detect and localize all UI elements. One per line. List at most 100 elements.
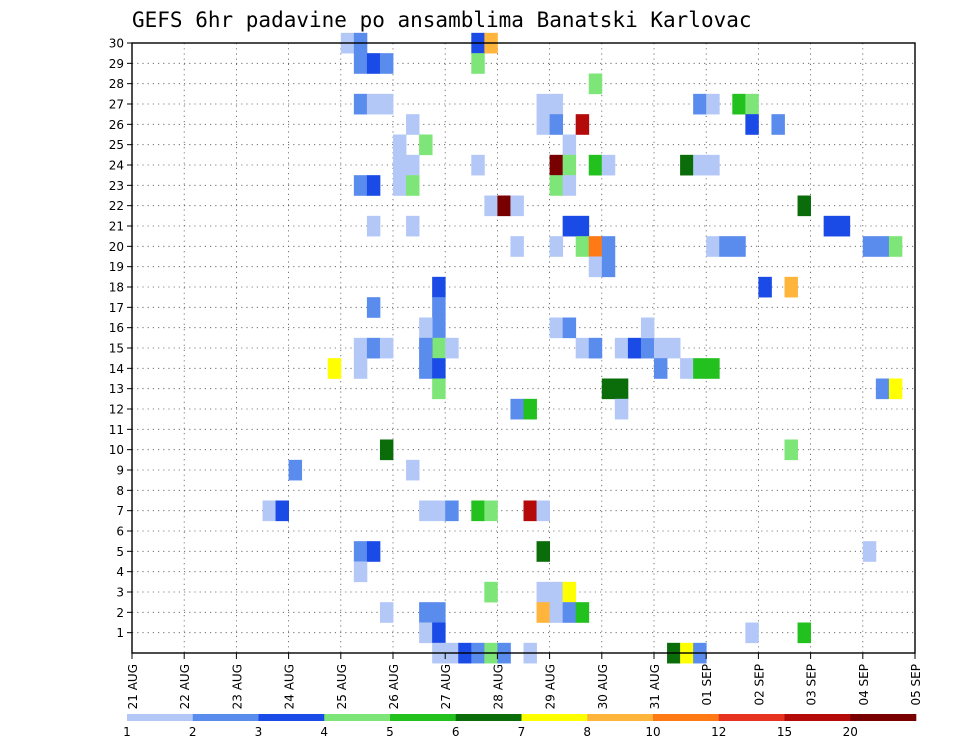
- precip-cell: [366, 337, 381, 359]
- x-tick-label: 02 SEP: [752, 664, 766, 706]
- colorbar-label: 1: [123, 725, 131, 739]
- colorbar-swatch: [455, 714, 522, 721]
- y-tick-label: 29: [109, 57, 124, 71]
- colorbar-swatch: [127, 714, 194, 721]
- precip-cell: [366, 53, 381, 74]
- precip-cell: [432, 337, 446, 359]
- precip-cell: [510, 195, 524, 217]
- colorbar-label: 20: [843, 725, 858, 739]
- precip-cell: [614, 337, 629, 359]
- y-tick-label: 23: [109, 179, 124, 193]
- precip-cell: [745, 93, 759, 115]
- precip-cell: [471, 154, 485, 176]
- precip-cell: [536, 500, 550, 522]
- precip-cell: [536, 602, 550, 623]
- y-tick-label: 9: [116, 464, 124, 478]
- precip-cell: [366, 93, 381, 115]
- precip-cell: [432, 297, 446, 318]
- x-tick-label: 23 AUG: [230, 664, 244, 709]
- precip-cell: [536, 581, 550, 603]
- y-tick-label: 20: [109, 240, 124, 254]
- precip-cell: [732, 93, 746, 115]
- precip-cell: [471, 53, 485, 74]
- precip-cell: [366, 541, 381, 562]
- precip-cell: [275, 500, 289, 522]
- precip-cell: [523, 398, 537, 420]
- precip-cell: [262, 500, 276, 522]
- precip-cell: [771, 114, 785, 135]
- precip-cell: [667, 337, 681, 359]
- precip-cell: [353, 561, 368, 583]
- precip-cell: [588, 154, 603, 176]
- x-tick-label: 29 AUG: [544, 664, 558, 709]
- precip-cell: [419, 134, 433, 156]
- precip-cell: [353, 175, 368, 196]
- y-tick-label: 21: [109, 220, 124, 234]
- precip-cell: [745, 114, 759, 135]
- precip-cell: [406, 215, 420, 237]
- precip-cell: [875, 236, 890, 257]
- precip-cell: [523, 500, 537, 522]
- precip-cell: [693, 93, 707, 115]
- precip-cell: [353, 337, 368, 359]
- precip-cell: [432, 317, 446, 339]
- precip-cell: [601, 256, 616, 278]
- y-tick-label: 1: [116, 626, 124, 640]
- precip-cell: [353, 93, 368, 115]
- colorbar-label: 6: [452, 725, 460, 739]
- precip-cell: [888, 236, 903, 257]
- precip-cell: [484, 195, 498, 217]
- precip-cell: [379, 93, 394, 115]
- precip-cell: [536, 541, 550, 562]
- y-tick-label: 10: [109, 443, 124, 457]
- precip-cell: [797, 195, 811, 217]
- precip-cell: [549, 581, 564, 603]
- x-tick-label: 30 AUG: [596, 664, 610, 709]
- y-tick-label: 13: [109, 382, 124, 396]
- precip-cell: [510, 236, 524, 257]
- precip-cell: [640, 317, 655, 339]
- precip-cell: [614, 378, 629, 400]
- precip-cell: [327, 358, 342, 379]
- precip-cell: [445, 500, 459, 522]
- precip-cell: [549, 236, 564, 257]
- y-tick-label: 15: [109, 342, 124, 356]
- x-tick-label: 04 SEP: [857, 664, 871, 706]
- precip-cell: [536, 93, 550, 115]
- colorbar-swatch: [718, 714, 785, 721]
- precip-cell: [432, 378, 446, 400]
- precip-cell: [693, 358, 707, 379]
- precip-cell: [549, 154, 564, 176]
- plot-frame: [131, 42, 916, 654]
- y-tick-label: 24: [109, 159, 124, 173]
- precip-cell: [432, 602, 446, 623]
- y-tick-label: 12: [109, 403, 124, 417]
- precip-cell: [575, 114, 590, 135]
- precip-cell: [575, 236, 590, 257]
- precip-cell: [353, 358, 368, 379]
- x-tick-label: 22 AUG: [178, 664, 192, 709]
- precip-cell: [823, 215, 838, 237]
- precip-cell: [575, 602, 590, 623]
- colorbar-swatch: [324, 714, 391, 721]
- precip-cell: [536, 114, 550, 135]
- precip-cell: [419, 358, 433, 379]
- colorbar-label: 12: [711, 725, 726, 739]
- precip-cell: [640, 337, 655, 359]
- colorbar-label: 8: [583, 725, 591, 739]
- grid: [132, 43, 915, 653]
- precip-cell: [562, 215, 577, 237]
- y-tick-label: 4: [116, 565, 124, 579]
- colorbar-swatch: [192, 714, 259, 721]
- colorbar-label: 4: [320, 725, 328, 739]
- precip-cell: [562, 581, 577, 603]
- precip-cell: [784, 276, 798, 298]
- precip-cell: [484, 581, 498, 603]
- x-tick-label: 21 AUG: [126, 664, 140, 709]
- precip-cell: [432, 500, 446, 522]
- x-tick-label: 28 AUG: [491, 664, 505, 709]
- colorbar-label: 7: [518, 725, 526, 739]
- precip-cell: [575, 337, 590, 359]
- precip-cell: [549, 114, 564, 135]
- colorbar-swatch: [258, 714, 325, 721]
